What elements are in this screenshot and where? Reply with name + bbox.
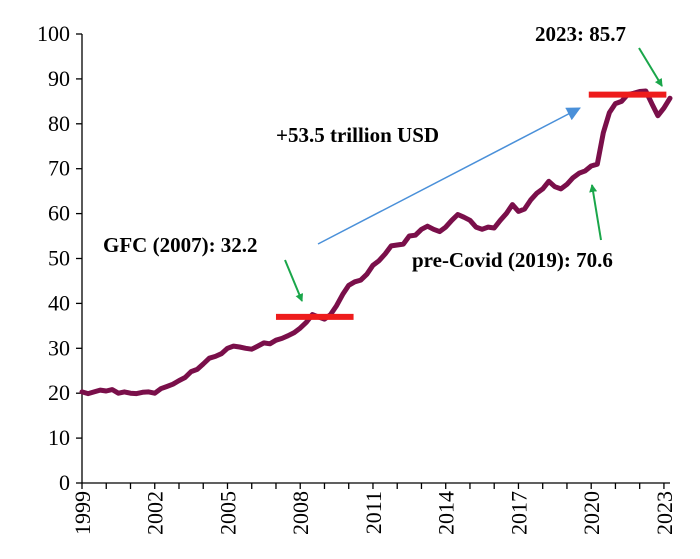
y-tick-label: 100 xyxy=(37,21,70,46)
precovid-arrow xyxy=(589,184,602,241)
latest-arrow xyxy=(638,47,663,87)
y-tick-label: 80 xyxy=(48,111,70,136)
x-tick-label: 2014 xyxy=(434,491,459,535)
x-tick-label: 2023 xyxy=(652,491,677,535)
annotation-latest: 2023: 85.7 xyxy=(535,22,626,46)
annotation-increase: +53.5 trillion USD xyxy=(276,123,439,147)
y-tick-label: 0 xyxy=(59,470,70,495)
y-tick-label: 90 xyxy=(48,66,70,91)
series-layer xyxy=(79,88,673,397)
x-tick-label: 2008 xyxy=(288,491,313,535)
annotation-precovid: pre-Covid (2019): 70.6 xyxy=(412,248,613,272)
y-tick-label: 40 xyxy=(48,290,70,315)
y-axis: 0 10 20 30 40 50 60 70 80 90 100 xyxy=(37,21,83,495)
x-tick-label: 2017 xyxy=(506,491,531,535)
y-tick-label: 20 xyxy=(48,380,70,405)
x-tick-label: 2011 xyxy=(361,491,386,534)
marker-layer xyxy=(275,91,667,320)
annotation-layer: GFC (2007): 32.2 pre-Covid (2019): 70.6 … xyxy=(103,22,663,302)
y-tick-label: 70 xyxy=(48,156,70,181)
x-tick-label: 1999 xyxy=(70,491,95,535)
gfc-arrow xyxy=(284,259,304,302)
x-tick-label: 2020 xyxy=(579,491,604,535)
increase-arrow xyxy=(317,107,581,245)
y-tick-label: 60 xyxy=(48,201,70,226)
annotation-gfc: GFC (2007): 32.2 xyxy=(103,233,258,257)
y-tick-label: 30 xyxy=(48,335,70,360)
y-tick-label: 10 xyxy=(48,425,70,450)
series-line xyxy=(79,88,673,397)
x-tick-label: 2002 xyxy=(143,491,168,535)
y-tick-label: 50 xyxy=(48,246,70,271)
x-axis: 1999 2002 2005 2008 2011 2014 2017 2020 2023 xyxy=(70,482,677,535)
x-tick-label: 2005 xyxy=(215,491,240,535)
